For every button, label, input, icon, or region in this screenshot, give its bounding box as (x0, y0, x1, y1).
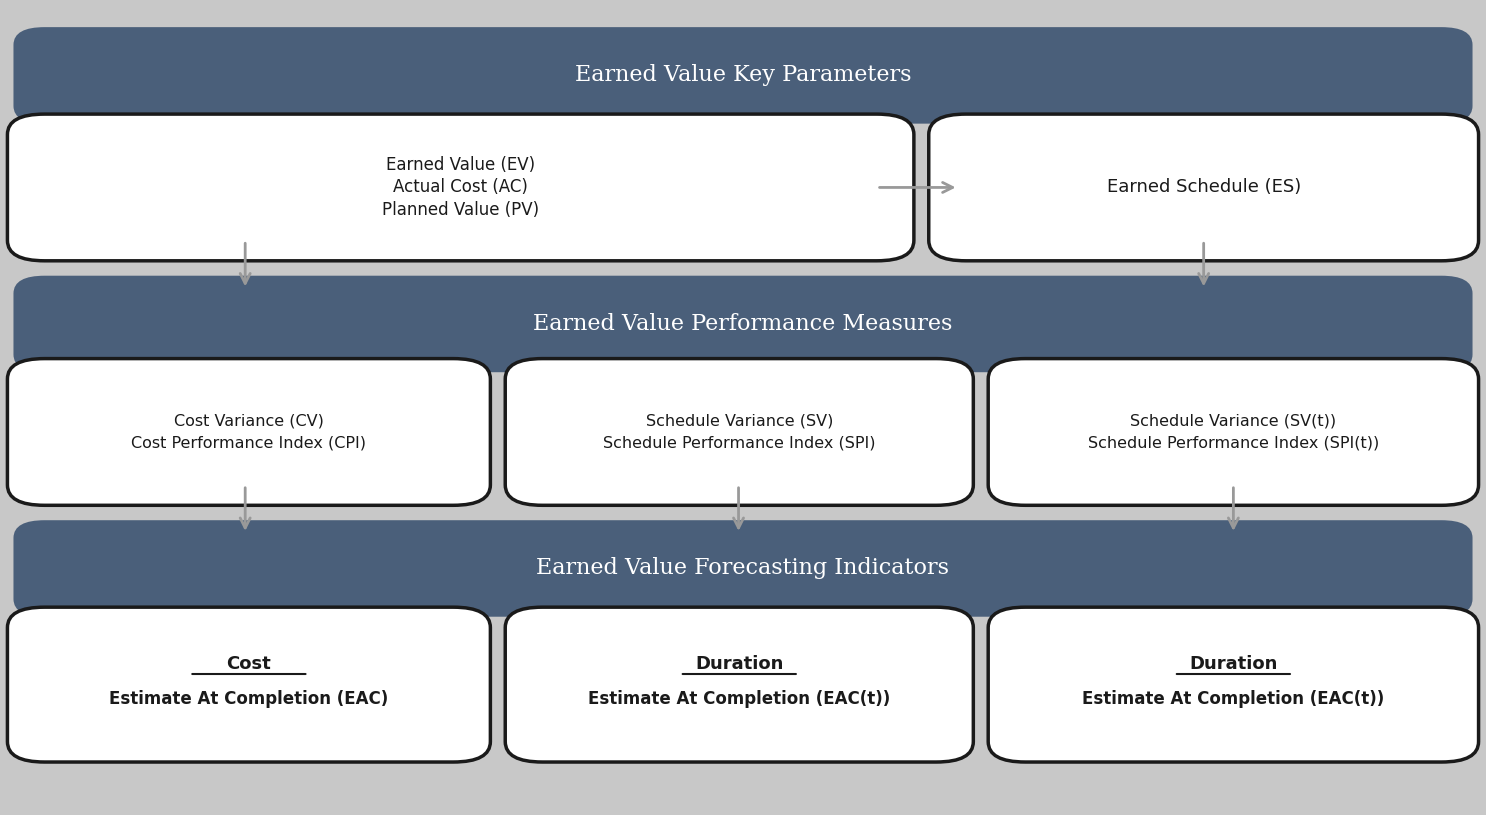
FancyBboxPatch shape (15, 522, 1471, 615)
Text: Cost Performance Index (CPI): Cost Performance Index (CPI) (131, 436, 367, 451)
Text: Earned Value Key Parameters: Earned Value Key Parameters (575, 64, 911, 86)
FancyBboxPatch shape (929, 114, 1479, 261)
Text: Schedule Variance (SV(t)): Schedule Variance (SV(t)) (1131, 413, 1336, 428)
FancyBboxPatch shape (7, 359, 490, 505)
Text: Estimate At Completion (EAC(t)): Estimate At Completion (EAC(t)) (1082, 690, 1385, 708)
Text: Duration: Duration (695, 655, 783, 673)
Text: Estimate At Completion (EAC): Estimate At Completion (EAC) (110, 690, 388, 708)
Text: Cost: Cost (226, 655, 272, 673)
Text: Earned Value (EV): Earned Value (EV) (386, 156, 535, 174)
Text: Estimate At Completion (EAC(t)): Estimate At Completion (EAC(t)) (588, 690, 890, 708)
FancyBboxPatch shape (15, 29, 1471, 122)
FancyBboxPatch shape (7, 114, 914, 261)
Text: Earned Value Performance Measures: Earned Value Performance Measures (533, 313, 953, 335)
Text: Schedule Variance (SV): Schedule Variance (SV) (645, 413, 834, 428)
Text: Actual Cost (AC): Actual Cost (AC) (394, 178, 528, 196)
FancyBboxPatch shape (15, 277, 1471, 371)
Text: Earned Schedule (ES): Earned Schedule (ES) (1107, 178, 1300, 196)
FancyBboxPatch shape (7, 607, 490, 762)
Text: Cost Variance (CV): Cost Variance (CV) (174, 413, 324, 428)
FancyBboxPatch shape (505, 607, 973, 762)
Text: Schedule Performance Index (SPI(t)): Schedule Performance Index (SPI(t)) (1088, 436, 1379, 451)
Text: Duration: Duration (1189, 655, 1278, 673)
FancyBboxPatch shape (988, 607, 1479, 762)
FancyBboxPatch shape (505, 359, 973, 505)
Text: Earned Value Forecasting Indicators: Earned Value Forecasting Indicators (536, 557, 950, 579)
FancyBboxPatch shape (988, 359, 1479, 505)
Text: Planned Value (PV): Planned Value (PV) (382, 201, 539, 219)
Text: Schedule Performance Index (SPI): Schedule Performance Index (SPI) (603, 436, 875, 451)
